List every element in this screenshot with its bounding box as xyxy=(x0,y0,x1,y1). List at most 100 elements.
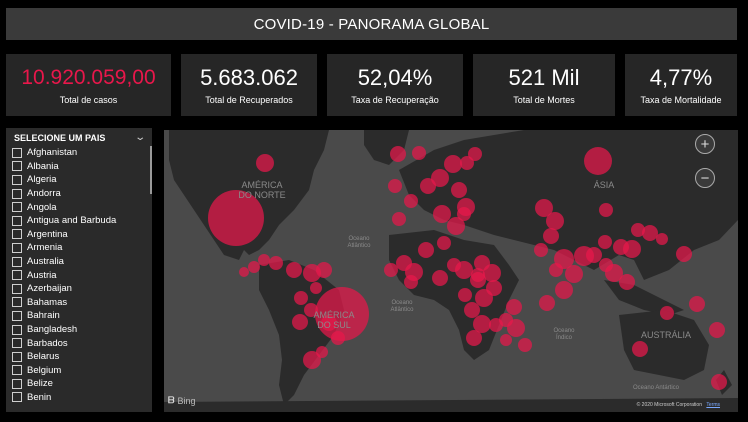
label-indian-ocean: Oceano Índico xyxy=(553,328,575,341)
case-bubble xyxy=(412,146,426,160)
slicer-item-label: Belgium xyxy=(27,364,62,376)
case-bubble xyxy=(390,146,406,162)
checkbox[interactable] xyxy=(12,188,22,199)
case-bubble xyxy=(518,338,532,352)
label-australia: AUSTRÁLIA xyxy=(640,330,691,340)
case-bubble xyxy=(310,282,322,294)
case-bubble xyxy=(539,295,555,311)
copyright-text: © 2020 Microsoft Corporation xyxy=(636,402,702,408)
slicer-item[interactable]: Belgium xyxy=(12,364,142,378)
case-bubble xyxy=(451,182,467,198)
slicer-item[interactable]: Afghanistan xyxy=(12,146,142,160)
kpi-recovery-rate: 52,04% Taxa de Recuperação xyxy=(327,54,463,116)
zoom-in-button[interactable]: + xyxy=(695,134,715,154)
slicer-item[interactable]: Benin xyxy=(12,391,142,405)
slicer-item[interactable]: Argentina xyxy=(12,228,142,242)
slicer-item[interactable]: Azerbaijan xyxy=(12,282,142,296)
slicer-item[interactable]: Antigua and Barbuda xyxy=(12,214,142,228)
case-bubble xyxy=(535,199,553,217)
slicer-item-label: Belize xyxy=(27,378,53,390)
checkbox[interactable] xyxy=(12,351,22,362)
checkbox[interactable] xyxy=(12,242,22,253)
kpi-total-recovered-value: 5.683.062 xyxy=(200,65,298,90)
slicer-item[interactable]: Barbados xyxy=(12,336,142,350)
case-bubbles xyxy=(208,146,727,390)
case-bubble xyxy=(316,262,332,278)
case-bubble xyxy=(304,303,318,317)
kpi-total-recovered: 5.683.062 Total de Recuperados xyxy=(181,54,317,116)
kpi-total-cases-label: Total de casos xyxy=(59,95,118,105)
checkbox[interactable] xyxy=(12,229,22,240)
case-bubble xyxy=(433,205,451,223)
slicer-header[interactable]: SELECIONE UM PAIS ⌄ xyxy=(6,128,152,144)
slicer-item-label: Azerbaijan xyxy=(27,283,72,295)
case-bubble xyxy=(632,341,648,357)
checkbox[interactable] xyxy=(12,174,22,185)
case-bubble xyxy=(534,243,548,257)
case-bubble xyxy=(470,272,486,288)
slicer-scrollbar[interactable] xyxy=(150,146,152,194)
slicer-item[interactable]: Belize xyxy=(12,377,142,391)
checkbox[interactable] xyxy=(12,215,22,226)
checkbox[interactable] xyxy=(12,147,22,158)
zoom-out-button[interactable]: − xyxy=(695,168,715,188)
terms-link[interactable]: Terms xyxy=(706,402,720,408)
slicer-item[interactable]: Algeria xyxy=(12,173,142,187)
slicer-item-label: Benin xyxy=(27,391,52,403)
slicer-item[interactable]: Australia xyxy=(12,255,142,269)
case-bubble xyxy=(464,302,480,318)
label-north-america: AMÉRICA DO NORTE xyxy=(238,180,286,200)
case-bubble xyxy=(286,262,302,278)
case-bubble xyxy=(598,235,612,249)
case-bubble xyxy=(458,288,472,302)
checkbox[interactable] xyxy=(12,378,22,389)
slicer-item[interactable]: Andorra xyxy=(12,187,142,201)
slicer-item-label: Austria xyxy=(27,269,57,281)
checkbox[interactable] xyxy=(12,324,22,335)
slicer-item-label: Antigua and Barbuda xyxy=(27,215,117,227)
case-bubble xyxy=(565,265,583,283)
world-map[interactable]: AMÉRICA DO NORTE AMÉRICA DO SUL ÁSIA AUS… xyxy=(164,130,738,412)
case-bubble xyxy=(709,322,725,338)
checkbox[interactable] xyxy=(12,256,22,267)
checkbox[interactable] xyxy=(12,270,22,281)
case-bubble xyxy=(303,351,321,369)
checkbox[interactable] xyxy=(12,283,22,294)
slicer-item[interactable]: Austria xyxy=(12,268,142,282)
label-southern-ocean: Oceano Antártico xyxy=(632,385,680,391)
kpi-mortality-rate-label: Taxa de Mortalidade xyxy=(640,95,722,105)
case-bubble xyxy=(460,156,474,170)
checkbox[interactable] xyxy=(12,310,22,321)
case-bubble xyxy=(549,263,563,277)
slicer-item[interactable]: Armenia xyxy=(12,241,142,255)
slicer-item-label: Australia xyxy=(27,256,64,268)
kpi-total-deaths-value: 521 Mil xyxy=(508,65,580,90)
country-slicer[interactable]: SELECIONE UM PAIS ⌄ Afghanistan Albania Al… xyxy=(6,128,152,412)
slicer-item[interactable]: Bahrain xyxy=(12,309,142,323)
checkbox[interactable] xyxy=(12,365,22,376)
checkbox[interactable] xyxy=(12,338,22,349)
slicer-item-label: Barbados xyxy=(27,337,68,349)
slicer-item[interactable]: Albania xyxy=(12,160,142,174)
case-bubble xyxy=(642,225,658,241)
checkbox[interactable] xyxy=(12,202,22,213)
slicer-item[interactable]: Belarus xyxy=(12,350,142,364)
case-bubble xyxy=(248,261,260,273)
slicer-item[interactable]: Bahamas xyxy=(12,296,142,310)
case-bubble xyxy=(404,275,418,289)
checkbox[interactable] xyxy=(12,392,22,403)
slicer-item[interactable]: Bangladesh xyxy=(12,323,142,337)
kpi-total-cases: 10.920.059,00 Total de casos xyxy=(6,54,171,116)
checkbox[interactable] xyxy=(12,161,22,172)
kpi-total-cases-value: 10.920.059,00 xyxy=(21,66,156,89)
case-bubble xyxy=(546,212,564,230)
slicer-item[interactable]: Angola xyxy=(12,200,142,214)
checkbox[interactable] xyxy=(12,297,22,308)
label-north-atlantic: Oceano Atlântico xyxy=(347,236,371,249)
case-bubble xyxy=(239,267,249,277)
slicer-item-label: Bahrain xyxy=(27,310,60,322)
chevron-down-icon[interactable]: ⌄ xyxy=(133,132,146,143)
kpi-total-recovered-label: Total de Recuperados xyxy=(205,95,293,105)
kpi-recovery-rate-value: 52,04% xyxy=(357,65,433,90)
case-bubble xyxy=(404,194,418,208)
